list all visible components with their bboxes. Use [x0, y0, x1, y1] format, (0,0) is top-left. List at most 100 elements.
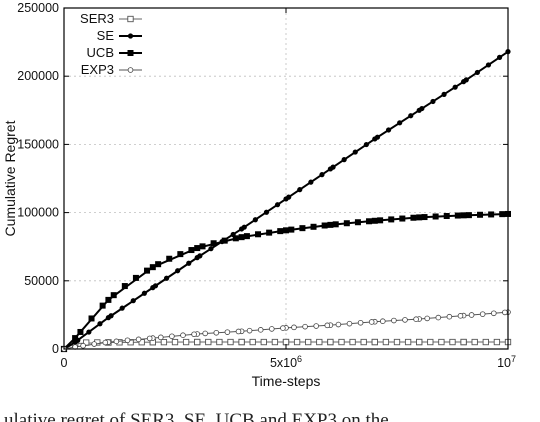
curve-marker-exp3 [357, 319, 364, 326]
legend-item-ser3: SER3 [80, 11, 142, 26]
figure-caption: ulative regret of SER3, SE, UCB and EXP3… [4, 410, 389, 422]
curve-marker-exp3 [391, 317, 397, 324]
curve-marker-ser3 [438, 338, 445, 346]
grid-layer [64, 8, 508, 349]
curve-marker-ser3 [205, 338, 212, 346]
curve-marker-ser3 [449, 338, 456, 346]
curve-marker-se [441, 91, 447, 97]
curve-marker-ser3 [471, 338, 478, 346]
curve-marker-exp3 [202, 330, 208, 337]
curve-marker-ucb [232, 235, 239, 242]
curve-marker-se [485, 62, 492, 68]
legend-item-se: SE [97, 28, 142, 43]
curve-marker-ser3 [382, 338, 390, 346]
curve-marker-se [419, 105, 425, 112]
curve-marker-ucb [488, 211, 495, 218]
curve-marker-exp3 [135, 336, 142, 343]
x-tick-label: 0 [61, 356, 68, 370]
curve-marker-ser3 [194, 338, 201, 346]
curve-marker-ser3 [260, 338, 267, 346]
curve-marker-exp3 [213, 329, 220, 336]
curve-marker-ucb [310, 223, 317, 230]
legend-label: UCB [87, 45, 114, 60]
curve-marker-exp3 [169, 333, 175, 340]
curve-marker-se [141, 290, 147, 296]
curve-marker-exp3 [80, 342, 86, 349]
y-tick-label: 100000 [17, 206, 59, 220]
curve-marker-ucb [277, 228, 284, 235]
curve-marker-exp3 [224, 329, 231, 335]
curve-marker-exp3 [435, 314, 442, 321]
curve-marker-ser3 [216, 338, 223, 346]
data-point-ucb [238, 234, 245, 241]
curve-marker-ucb [255, 231, 262, 238]
curve-marker-exp3 [446, 313, 453, 320]
curve-marker-ser3 [393, 338, 401, 346]
curve-marker-exp3 [291, 324, 297, 331]
curve-marker-se [119, 305, 125, 311]
curve-marker-exp3 [479, 311, 486, 317]
curve-marker-se [163, 275, 170, 281]
curve-marker-ser3 [416, 338, 423, 346]
curve-marker-ucb [88, 315, 95, 322]
curve-marker-ucb [188, 247, 195, 254]
curve-marker-se [86, 329, 92, 335]
curve-marker-exp3 [335, 321, 342, 328]
curve-marker-exp3 [490, 310, 497, 317]
curve-marker-exp3 [313, 323, 319, 329]
y-tick-label: 50000 [24, 274, 59, 288]
curve-marker-ser3 [238, 338, 245, 346]
curve-marker-ser3 [171, 338, 179, 346]
data-point-ucb [460, 212, 467, 219]
curve-marker-se [463, 77, 469, 83]
curve-marker-exp3 [235, 328, 242, 335]
curve-marker-ser3 [338, 338, 345, 346]
curve-marker-se [263, 209, 270, 215]
curve-marker-exp3 [246, 327, 253, 334]
curve-marker-exp3 [413, 316, 419, 323]
series-se [61, 49, 511, 352]
series-line-se [63, 50, 509, 350]
curve-marker-exp3 [124, 337, 131, 344]
legend-item-ucb: UCB [87, 45, 142, 60]
curve-marker-se [496, 54, 503, 60]
x-axis-label: Time-steps [252, 373, 321, 389]
curve-marker-se [408, 113, 414, 119]
legend-item-exp3: EXP3 [81, 62, 142, 77]
curve-marker-ser3 [371, 338, 378, 346]
curve-marker-ucb [443, 212, 450, 219]
curve-marker-ser3 [160, 338, 168, 346]
curve-marker-ucb [388, 216, 395, 223]
curve-marker-exp3 [146, 335, 153, 342]
curve-marker-ucb [99, 302, 106, 309]
curve-marker-se [330, 164, 336, 170]
data-point-ucb [105, 296, 112, 303]
curve-marker-exp3 [324, 322, 331, 329]
curve-marker-exp3 [302, 323, 308, 330]
curve-marker-exp3 [468, 312, 475, 318]
curve-marker-ser3 [349, 338, 356, 346]
curve-marker-exp3 [257, 327, 264, 333]
curve-marker-ucb [465, 212, 472, 219]
curve-marker-ucb [477, 211, 484, 218]
curve-marker-exp3 [157, 334, 164, 341]
curve-marker-ucb [243, 233, 250, 240]
curve-marker-exp3 [102, 339, 109, 346]
curve-marker-ucb [499, 211, 506, 218]
curve-marker-ucb [144, 267, 151, 274]
curve-marker-ucb [354, 219, 361, 226]
legend: SER3 SE UCB EXP3 [80, 11, 142, 77]
curve-marker-se [175, 268, 181, 274]
x-tick-label: 5x106 [270, 354, 302, 370]
curve-marker-ucb [121, 283, 128, 290]
series-ucb [61, 210, 511, 352]
curve-marker-se [186, 260, 192, 266]
curve-marker-ucb [343, 220, 350, 227]
curve-marker-se [474, 69, 480, 76]
curve-marker-exp3 [424, 315, 430, 322]
curve-marker-se [341, 157, 347, 163]
curve-marker-ser3 [249, 338, 256, 346]
curve-marker-exp3 [180, 332, 186, 339]
curve-marker-se [363, 141, 369, 148]
